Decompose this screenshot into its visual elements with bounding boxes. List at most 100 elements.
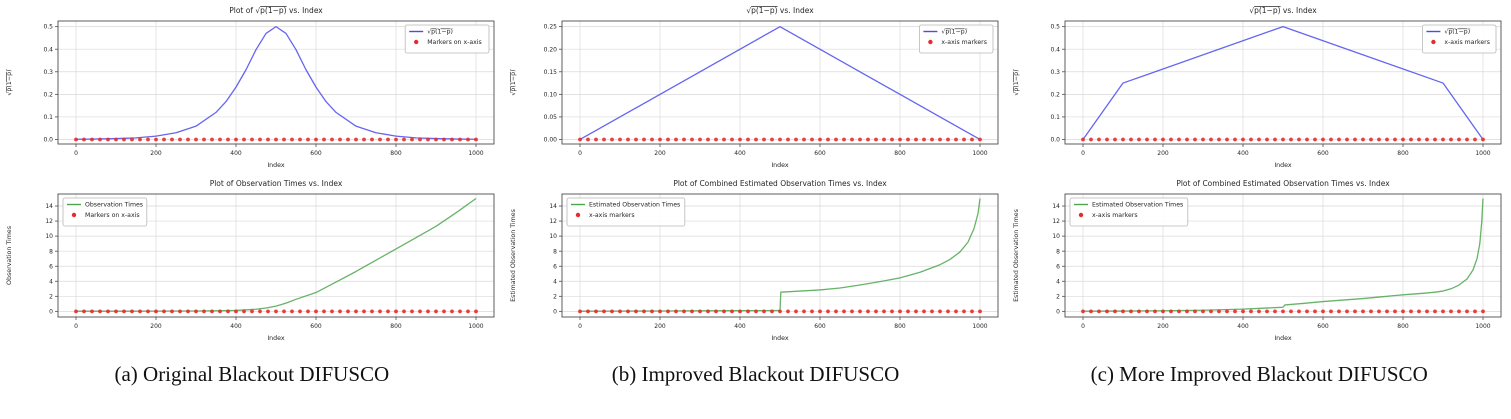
legend-label: x-axis markers <box>589 212 635 219</box>
svg-text:2: 2 <box>1056 293 1060 300</box>
svg-text:4: 4 <box>1056 278 1060 285</box>
svg-text:0.3: 0.3 <box>1051 69 1061 76</box>
legend-label: Observation Times <box>85 202 143 209</box>
x-axis-label: Index <box>771 162 789 169</box>
svg-text:0.5: 0.5 <box>1051 24 1061 31</box>
svg-text:800: 800 <box>1398 323 1410 330</box>
svg-text:800: 800 <box>1398 150 1410 157</box>
svg-text:14: 14 <box>1053 203 1061 210</box>
chart-c-bottom: 0 200 400 600 800 1000 0 2 4 6 8 10 12 14 Plot of Comb… <box>1007 173 1510 346</box>
legend-label: x-axis markers <box>1092 212 1138 219</box>
svg-text:0: 0 <box>74 150 78 157</box>
series-line-b_top <box>579 25 980 141</box>
svg-text:400: 400 <box>734 150 746 157</box>
svg-text:8: 8 <box>1056 248 1060 255</box>
svg-text:8: 8 <box>553 248 557 255</box>
svg-text:0.5: 0.5 <box>43 24 53 31</box>
svg-text:6: 6 <box>49 263 53 270</box>
chart-svg-a_bottom: 0 200 400 600 800 1000 0 2 4 6 8 10 12 14 Plot of Obse… <box>6 179 495 342</box>
legend-dot-swatch <box>1079 212 1084 218</box>
legend-dot-swatch <box>575 212 580 218</box>
svg-text:800: 800 <box>894 323 906 330</box>
legend-label: Estimated Observation Times <box>589 202 680 209</box>
y-axis-label: √p(1−p) <box>510 69 517 95</box>
svg-text:12: 12 <box>1053 218 1061 225</box>
svg-text:0: 0 <box>74 323 78 330</box>
series-line-c_top <box>1082 25 1484 140</box>
caption-b: (b) Improved Blackout DIFUSCO <box>611 362 900 386</box>
plot-spines <box>561 193 999 318</box>
svg-text:0.0: 0.0 <box>43 137 53 144</box>
svg-text:6: 6 <box>553 263 557 270</box>
svg-text:600: 600 <box>814 323 826 330</box>
legend-label: √p(1−p) <box>1445 29 1471 36</box>
svg-text:4: 4 <box>49 278 53 285</box>
svg-text:0.10: 0.10 <box>543 91 557 98</box>
svg-text:800: 800 <box>390 150 402 157</box>
svg-text:0: 0 <box>1056 308 1060 315</box>
svg-text:0.4: 0.4 <box>43 46 53 53</box>
svg-text:2: 2 <box>553 293 557 300</box>
tick-labels: 0 200 400 600 800 1000 0 2 4 6 8 10 12 14 <box>1053 203 1491 330</box>
legend-label: Estimated Observation Times <box>1092 202 1183 209</box>
x-axis-markers <box>1081 137 1486 142</box>
plot-spines <box>57 20 495 145</box>
chart-b-top: 0 200 400 600 800 1000 0.00 0.05 0.10 0.15 0.20 0.2… <box>504 0 1007 173</box>
legend-label: Markers on x-axis <box>85 212 140 219</box>
svg-text:800: 800 <box>390 323 402 330</box>
legend-label: x-axis markers <box>1445 39 1491 46</box>
plot-spines <box>57 193 495 318</box>
x-axis-label: Index <box>1275 335 1293 342</box>
svg-text:200: 200 <box>150 150 162 157</box>
x-axis-markers <box>74 137 478 142</box>
y-axis-label: √p(1−p) <box>6 69 13 95</box>
tick-labels: 0 200 400 600 800 1000 0 2 4 6 8 10 12 14 <box>45 203 483 330</box>
svg-text:2: 2 <box>49 293 53 300</box>
svg-text:10: 10 <box>1053 233 1061 240</box>
legend-label: Markers on x-axis <box>427 39 482 46</box>
figure-panels: 0 200 400 600 800 1000 0.0 0.1 0.2 0.3 0.4 0.5 Plot … <box>0 0 1511 346</box>
chart-title: Plot of Combined Estimated Observation T… <box>673 179 887 188</box>
svg-text:600: 600 <box>1318 150 1330 157</box>
svg-text:200: 200 <box>1158 150 1170 157</box>
x-axis-label: Index <box>1275 162 1293 169</box>
svg-text:0: 0 <box>578 150 582 157</box>
chart-svg-b_bottom: 0 200 400 600 800 1000 0 2 4 6 8 10 12 14 Plot of Comb… <box>510 179 999 342</box>
x-axis-markers <box>577 309 982 314</box>
svg-text:1000: 1000 <box>1476 150 1491 157</box>
svg-text:0.1: 0.1 <box>43 114 53 121</box>
series-line-b_bottom <box>579 198 981 312</box>
tick-labels: 0 200 400 600 800 1000 0.0 0.1 0.2 0.3 0.4 0.5 <box>1051 24 1491 157</box>
legend: √p(1−p) x-axis markers <box>1422 24 1497 54</box>
svg-text:0.15: 0.15 <box>543 69 557 76</box>
x-axis-markers <box>1081 309 1486 314</box>
y-axis-label: Estimated Observation Times <box>1013 209 1020 302</box>
svg-text:6: 6 <box>1056 263 1060 270</box>
caption-a: (a) Original Blackout DIFUSCO <box>114 362 390 386</box>
chart-title: Plot of Observation Times vs. Index <box>210 179 343 188</box>
svg-text:0: 0 <box>1081 150 1085 157</box>
tick-labels: 0 200 400 600 800 1000 0.00 0.05 0.10 0.15 0.20 0.2… <box>543 24 987 157</box>
svg-text:400: 400 <box>1238 323 1250 330</box>
chart-svg-b_top: 0 200 400 600 800 1000 0.00 0.05 0.10 0.15 0.20 0.2… <box>510 6 999 169</box>
svg-text:0.2: 0.2 <box>43 91 53 98</box>
svg-text:12: 12 <box>45 218 53 225</box>
legend: Observation Times Markers on x-axis <box>62 197 148 227</box>
svg-text:8: 8 <box>49 248 53 255</box>
svg-text:400: 400 <box>230 150 242 157</box>
svg-text:12: 12 <box>549 218 557 225</box>
series-line-c_bottom <box>1083 198 1484 312</box>
chart-a-top: 0 200 400 600 800 1000 0.0 0.1 0.2 0.3 0.4 0.5 Plot … <box>0 0 503 173</box>
legend-dot-swatch <box>1431 39 1436 45</box>
chart-title: Plot of Combined Estimated Observation T… <box>1177 179 1391 188</box>
legend: Estimated Observation Times x-axis marker… <box>1069 197 1189 227</box>
svg-text:600: 600 <box>310 150 322 157</box>
svg-text:14: 14 <box>45 203 53 210</box>
svg-text:200: 200 <box>1158 323 1170 330</box>
legend: √p(1−p) Markers on x-axis <box>404 24 490 54</box>
legend-dot-swatch <box>71 212 77 218</box>
svg-text:1000: 1000 <box>972 150 987 157</box>
svg-text:600: 600 <box>310 323 322 330</box>
plot-spines <box>561 20 999 145</box>
panel-c: 0 200 400 600 800 1000 0.0 0.1 0.2 0.3 0.4 0.5 √p(1−… <box>1007 0 1511 346</box>
